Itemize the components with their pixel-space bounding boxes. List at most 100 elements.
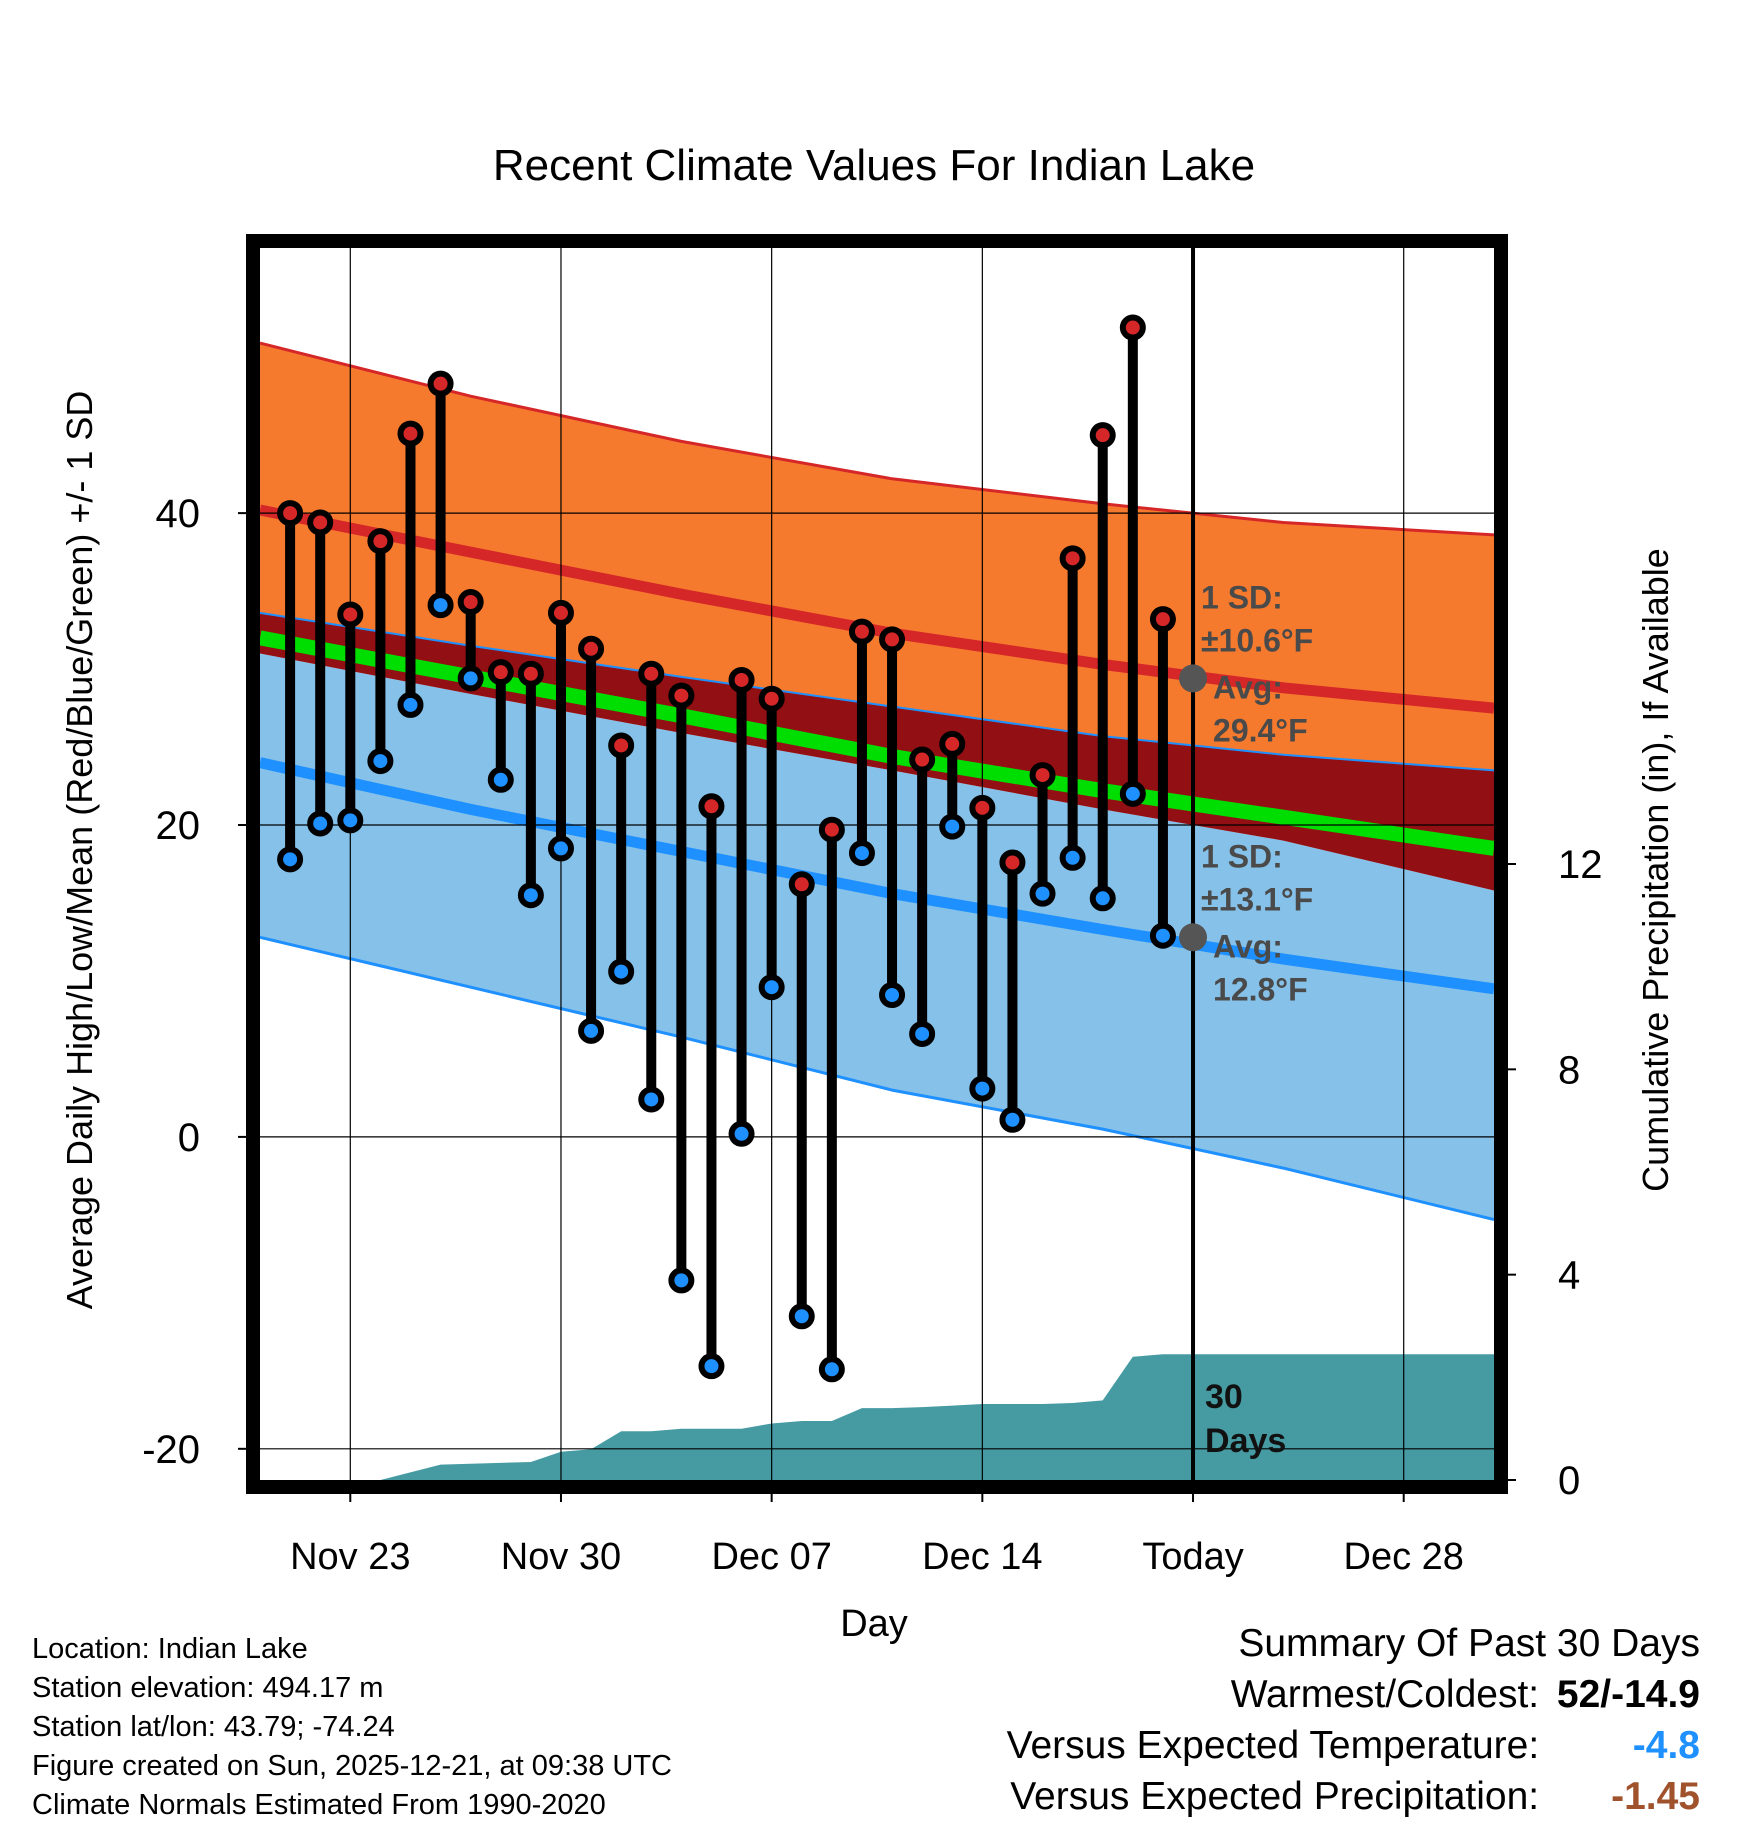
y-tick-label: 0 <box>178 1116 200 1160</box>
daily-low-point <box>1059 844 1086 871</box>
x-tick-label: Dec 14 <box>922 1536 1042 1578</box>
y2-tick-label: 8 <box>1558 1048 1580 1092</box>
daily-high-point <box>277 500 304 527</box>
daily-low-point <box>999 1106 1026 1133</box>
daily-high-point <box>848 618 875 645</box>
daily-low-point <box>578 1017 605 1044</box>
daily-low-point <box>367 748 394 775</box>
info-location: Location: Indian Lake <box>32 1633 308 1665</box>
daily-high-point <box>427 370 454 397</box>
daily-high-point <box>999 849 1026 876</box>
daily-high-point <box>547 599 574 626</box>
daily-high-point <box>668 682 695 709</box>
daily-high-point <box>788 871 815 898</box>
daily-low-point <box>1149 922 1176 949</box>
precip-value: -1.45 <box>1611 1775 1700 1818</box>
daily-low-point <box>788 1303 815 1330</box>
x-tick-label: Dec 28 <box>1344 1536 1464 1578</box>
daily-high-point <box>909 746 936 773</box>
summary-precipitation: Versus Expected Precipitation: -1.45 <box>1010 1775 1700 1819</box>
daily-low-point <box>1119 780 1146 807</box>
daily-low-point <box>487 766 514 793</box>
daily-high-point <box>638 660 665 687</box>
y2-tick-label: 4 <box>1558 1254 1580 1298</box>
daily-high-point <box>728 666 755 693</box>
daily-high-point <box>1059 545 1086 572</box>
chart-title: Recent Climate Values For Indian Lake <box>493 141 1255 190</box>
x-tick-label: Dec 07 <box>711 1536 831 1578</box>
y-tick-label: 40 <box>156 492 201 536</box>
info-elevation: Station elevation: 494.17 m <box>32 1672 384 1704</box>
daily-high-point <box>758 685 785 712</box>
summary-warmest: Warmest/Coldest: 52/-14.9 <box>1231 1673 1700 1717</box>
x-axis-label: Day <box>840 1603 908 1645</box>
daily-low-point <box>848 840 875 867</box>
precip-label: Versus Expected Precipitation: <box>1010 1775 1540 1818</box>
x-tick-label: Nov 23 <box>290 1536 410 1578</box>
daily-low-point <box>638 1086 665 1113</box>
high-sd-band <box>260 343 1494 771</box>
daily-high-point <box>698 793 725 820</box>
low-sd-label: 1 SD: <box>1201 838 1283 874</box>
temp-value: -4.8 <box>1632 1724 1700 1767</box>
y-axis-label: Average Daily High/Low/Mean (Red/Blue/Gr… <box>59 391 100 1310</box>
daily-high-point <box>1089 422 1116 449</box>
daily-low-point <box>668 1267 695 1294</box>
daily-low-point <box>728 1120 755 1147</box>
daily-high-point <box>487 659 514 686</box>
info-normals: Climate Normals Estimated From 1990-2020 <box>32 1789 606 1821</box>
precip-area <box>380 1354 1494 1480</box>
plot-area: 1 SD: ±10.6°F Avg: 29.4°F 1 SD: ±13.1°F Avg: 12… <box>142 234 1603 1578</box>
warmest-label: Warmest/Coldest: <box>1230 1673 1540 1716</box>
daily-high-point <box>337 601 364 628</box>
y2-tick-label: 0 <box>1558 1459 1580 1503</box>
x-tick-label: Today <box>1142 1536 1243 1578</box>
daily-low-point <box>307 810 334 837</box>
low-sd-band <box>260 653 1494 1220</box>
daily-high-point <box>969 794 996 821</box>
daily-low-point <box>969 1075 996 1102</box>
warmest-value: 52/-14.9 <box>1556 1673 1700 1716</box>
low-avg-value: 12.8°F <box>1213 971 1308 1007</box>
daily-high-point <box>1119 314 1146 341</box>
y2-tick-label: 12 <box>1558 843 1603 887</box>
daily-low-point <box>608 958 635 985</box>
summary-title: Summary Of Past 30 Days <box>1238 1622 1700 1665</box>
summary-temperature: Versus Expected Temperature: -4.8 <box>1007 1724 1700 1768</box>
daily-high-point <box>397 420 424 447</box>
daily-high-point <box>879 626 906 653</box>
low-avg-label: Avg: <box>1213 928 1283 964</box>
daily-high-point <box>818 816 845 843</box>
high-sd-label: 1 SD: <box>1201 579 1283 615</box>
low-sd-value: ±13.1°F <box>1201 881 1313 917</box>
daily-high-point <box>578 635 605 662</box>
daily-low-point <box>277 846 304 873</box>
daily-high-point <box>367 528 394 555</box>
high-avg-marker <box>1179 664 1208 693</box>
daily-low-point <box>758 974 785 1001</box>
y-tick-label: 20 <box>156 804 201 848</box>
daily-high-point <box>517 660 544 687</box>
daily-low-point <box>1029 880 1056 907</box>
low-avg-marker <box>1179 923 1208 952</box>
high-upper-line <box>259 341 1495 537</box>
y-tick-label: -20 <box>142 1428 200 1472</box>
daily-high-point <box>939 730 966 757</box>
period-label-days: Days <box>1205 1422 1286 1460</box>
daily-low-point <box>517 882 544 909</box>
info-created: Figure created on Sun, 2025-12-21, at 09… <box>32 1750 672 1782</box>
daily-low-point <box>1089 885 1116 912</box>
y2-axis-label: Cumulative Precipitation (in), If Availa… <box>1635 548 1676 1192</box>
station-info: Location: Indian Lake Station elevation:… <box>32 1630 672 1825</box>
daily-low-point <box>457 665 484 692</box>
info-latlon: Station lat/lon: 43.79; -74.24 <box>32 1711 395 1743</box>
daily-low-point <box>939 813 966 840</box>
high-avg-value: 29.4°F <box>1213 712 1308 748</box>
daily-high-point <box>457 589 484 616</box>
low-lower-line <box>259 935 1495 1222</box>
daily-low-point <box>547 835 574 862</box>
daily-low-point <box>909 1020 936 1047</box>
daily-low-point <box>337 807 364 834</box>
x-tick-label: Nov 30 <box>501 1536 621 1578</box>
